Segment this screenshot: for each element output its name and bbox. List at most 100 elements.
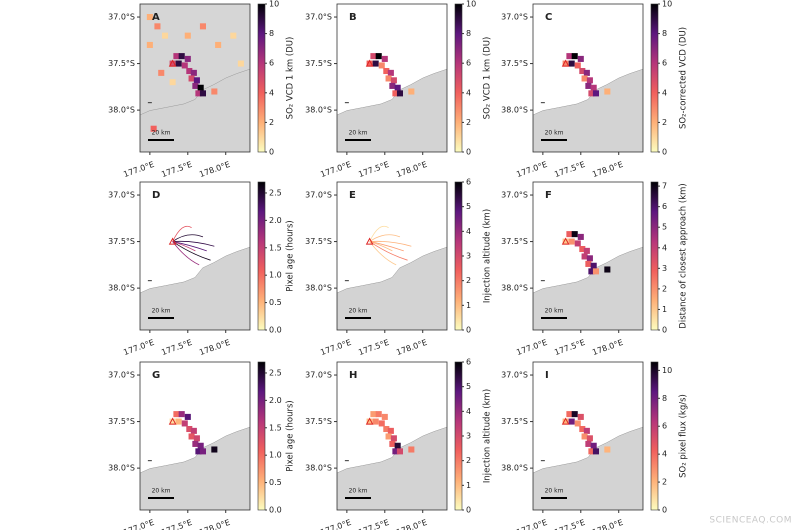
pixel bbox=[154, 23, 161, 30]
colorbar-label: Injection altitude (km) bbox=[483, 389, 493, 483]
land bbox=[337, 426, 447, 510]
colorbar-tick-label: 0.0 bbox=[269, 506, 282, 515]
colorbar-tick-label: 2.5 bbox=[269, 188, 282, 197]
pixel bbox=[375, 411, 382, 418]
pixel bbox=[193, 435, 200, 442]
panel-letter: F bbox=[545, 190, 552, 201]
pixel bbox=[583, 427, 590, 434]
pixel bbox=[378, 420, 385, 427]
colorbar-tick-label: 6 bbox=[269, 59, 274, 68]
colorbar-tick-label: 2 bbox=[466, 456, 471, 465]
pixel bbox=[588, 448, 595, 455]
pixel bbox=[366, 418, 373, 425]
colorbar-tick-label: 2 bbox=[662, 478, 667, 487]
colorbar-tick-label: 0 bbox=[269, 148, 274, 157]
pixel bbox=[581, 75, 588, 82]
pixel bbox=[592, 448, 599, 455]
trajectory bbox=[172, 234, 204, 242]
x-tick-label: 178.0°E bbox=[395, 518, 428, 530]
pixel bbox=[574, 240, 581, 247]
colorbar bbox=[257, 361, 266, 511]
pixel bbox=[394, 84, 401, 91]
y-tick-label: 37.0°S bbox=[305, 371, 332, 380]
colorbar-tick-label: 0 bbox=[466, 506, 471, 515]
frame bbox=[139, 361, 251, 511]
colorbar-tick-label: 7 bbox=[662, 182, 667, 191]
pixel bbox=[211, 88, 218, 95]
map-area bbox=[140, 411, 250, 510]
y-tick-label: 37.0°S bbox=[305, 13, 332, 22]
frame bbox=[139, 181, 251, 331]
x-tick-label: 177.0°E bbox=[319, 160, 352, 179]
map-area bbox=[140, 4, 250, 152]
pixel bbox=[566, 231, 573, 238]
pixel bbox=[188, 75, 195, 82]
trajectory bbox=[369, 234, 401, 242]
pixel bbox=[192, 82, 199, 89]
colorbar-tick-label: 6 bbox=[466, 59, 471, 68]
pixel bbox=[581, 253, 588, 260]
colorbar-tick-label: 0.5 bbox=[269, 298, 282, 307]
pixel bbox=[146, 41, 153, 48]
pixel bbox=[566, 411, 573, 418]
pixel bbox=[592, 268, 599, 275]
pixel bbox=[378, 62, 385, 69]
pixel bbox=[392, 90, 399, 97]
watermark: SCIENCEAQ.COM bbox=[709, 516, 792, 526]
source-marker bbox=[365, 417, 374, 425]
pixel bbox=[186, 425, 193, 433]
x-tick-label: 177.5°E bbox=[553, 338, 586, 357]
map-area bbox=[533, 231, 643, 330]
panel: H 20 km 37.0°S 37.5°S 38.0°S 177.0°E 177.5°E 17… bbox=[305, 358, 492, 530]
pixel bbox=[169, 60, 176, 67]
pixel bbox=[585, 440, 592, 447]
frame bbox=[532, 3, 644, 153]
y-tick-label: 37.0°S bbox=[305, 191, 332, 200]
x-tick-label: 177.5°E bbox=[160, 518, 193, 530]
colorbar-tick-label: 1 bbox=[466, 481, 471, 490]
scale-label: 20 km bbox=[545, 308, 564, 315]
colorbar-tick-label: 10 bbox=[269, 0, 279, 9]
panel-letter: C bbox=[545, 12, 552, 23]
panel: G 20 km 37.0°S 37.5°S 38.0°S 177.0°E 177.5°E 17… bbox=[108, 361, 296, 530]
trajectory bbox=[172, 241, 200, 266]
trajectory bbox=[172, 225, 192, 242]
colorbar-tick-label: 8 bbox=[662, 29, 667, 38]
pixel bbox=[178, 411, 185, 418]
land bbox=[337, 68, 447, 152]
y-tick-label: 37.5°S bbox=[108, 237, 135, 246]
pixel bbox=[190, 69, 197, 76]
scale-label: 20 km bbox=[545, 130, 564, 137]
colorbar-label: Injection altitude (km) bbox=[483, 209, 493, 303]
pixel bbox=[588, 268, 595, 275]
y-tick-label: 38.0°S bbox=[108, 464, 135, 473]
x-tick-label: 178.0°E bbox=[395, 338, 428, 357]
pixel bbox=[568, 60, 575, 67]
pixel bbox=[199, 23, 206, 30]
x-tick-label: 178.0°E bbox=[198, 338, 231, 357]
colorbar-tick-label: 10 bbox=[466, 0, 476, 9]
pixel bbox=[181, 420, 188, 427]
panel: A 20 km 37.0°S 37.5°S 38.0°S 177.0°E 177.5°E 17… bbox=[108, 0, 295, 179]
y-tick-label: 37.5°S bbox=[501, 417, 528, 426]
map-area bbox=[337, 411, 447, 510]
colorbar-tick-label: 2.5 bbox=[269, 368, 282, 377]
pixel bbox=[571, 231, 578, 238]
source-marker bbox=[168, 59, 177, 67]
pixel bbox=[562, 60, 569, 67]
pixel bbox=[385, 75, 392, 82]
scale-label: 20 km bbox=[545, 488, 564, 495]
land bbox=[140, 68, 250, 152]
colorbar-tick-label: 5 bbox=[662, 223, 667, 232]
panel: I 20 km 37.0°S 37.5°S 38.0°S 177.0°E 177.5°E 17… bbox=[501, 361, 689, 530]
pixel bbox=[195, 90, 202, 97]
colorbar-tick-label: 1.5 bbox=[269, 423, 282, 432]
pixel bbox=[604, 88, 611, 95]
colorbar-tick-label: 4 bbox=[466, 407, 471, 416]
pixel bbox=[581, 433, 588, 440]
pixel bbox=[178, 53, 185, 60]
pixel bbox=[197, 442, 204, 449]
y-tick-label: 38.0°S bbox=[305, 284, 332, 293]
colorbar-tick-label: 4 bbox=[466, 227, 471, 236]
x-tick-label: 177.0°E bbox=[515, 160, 548, 179]
